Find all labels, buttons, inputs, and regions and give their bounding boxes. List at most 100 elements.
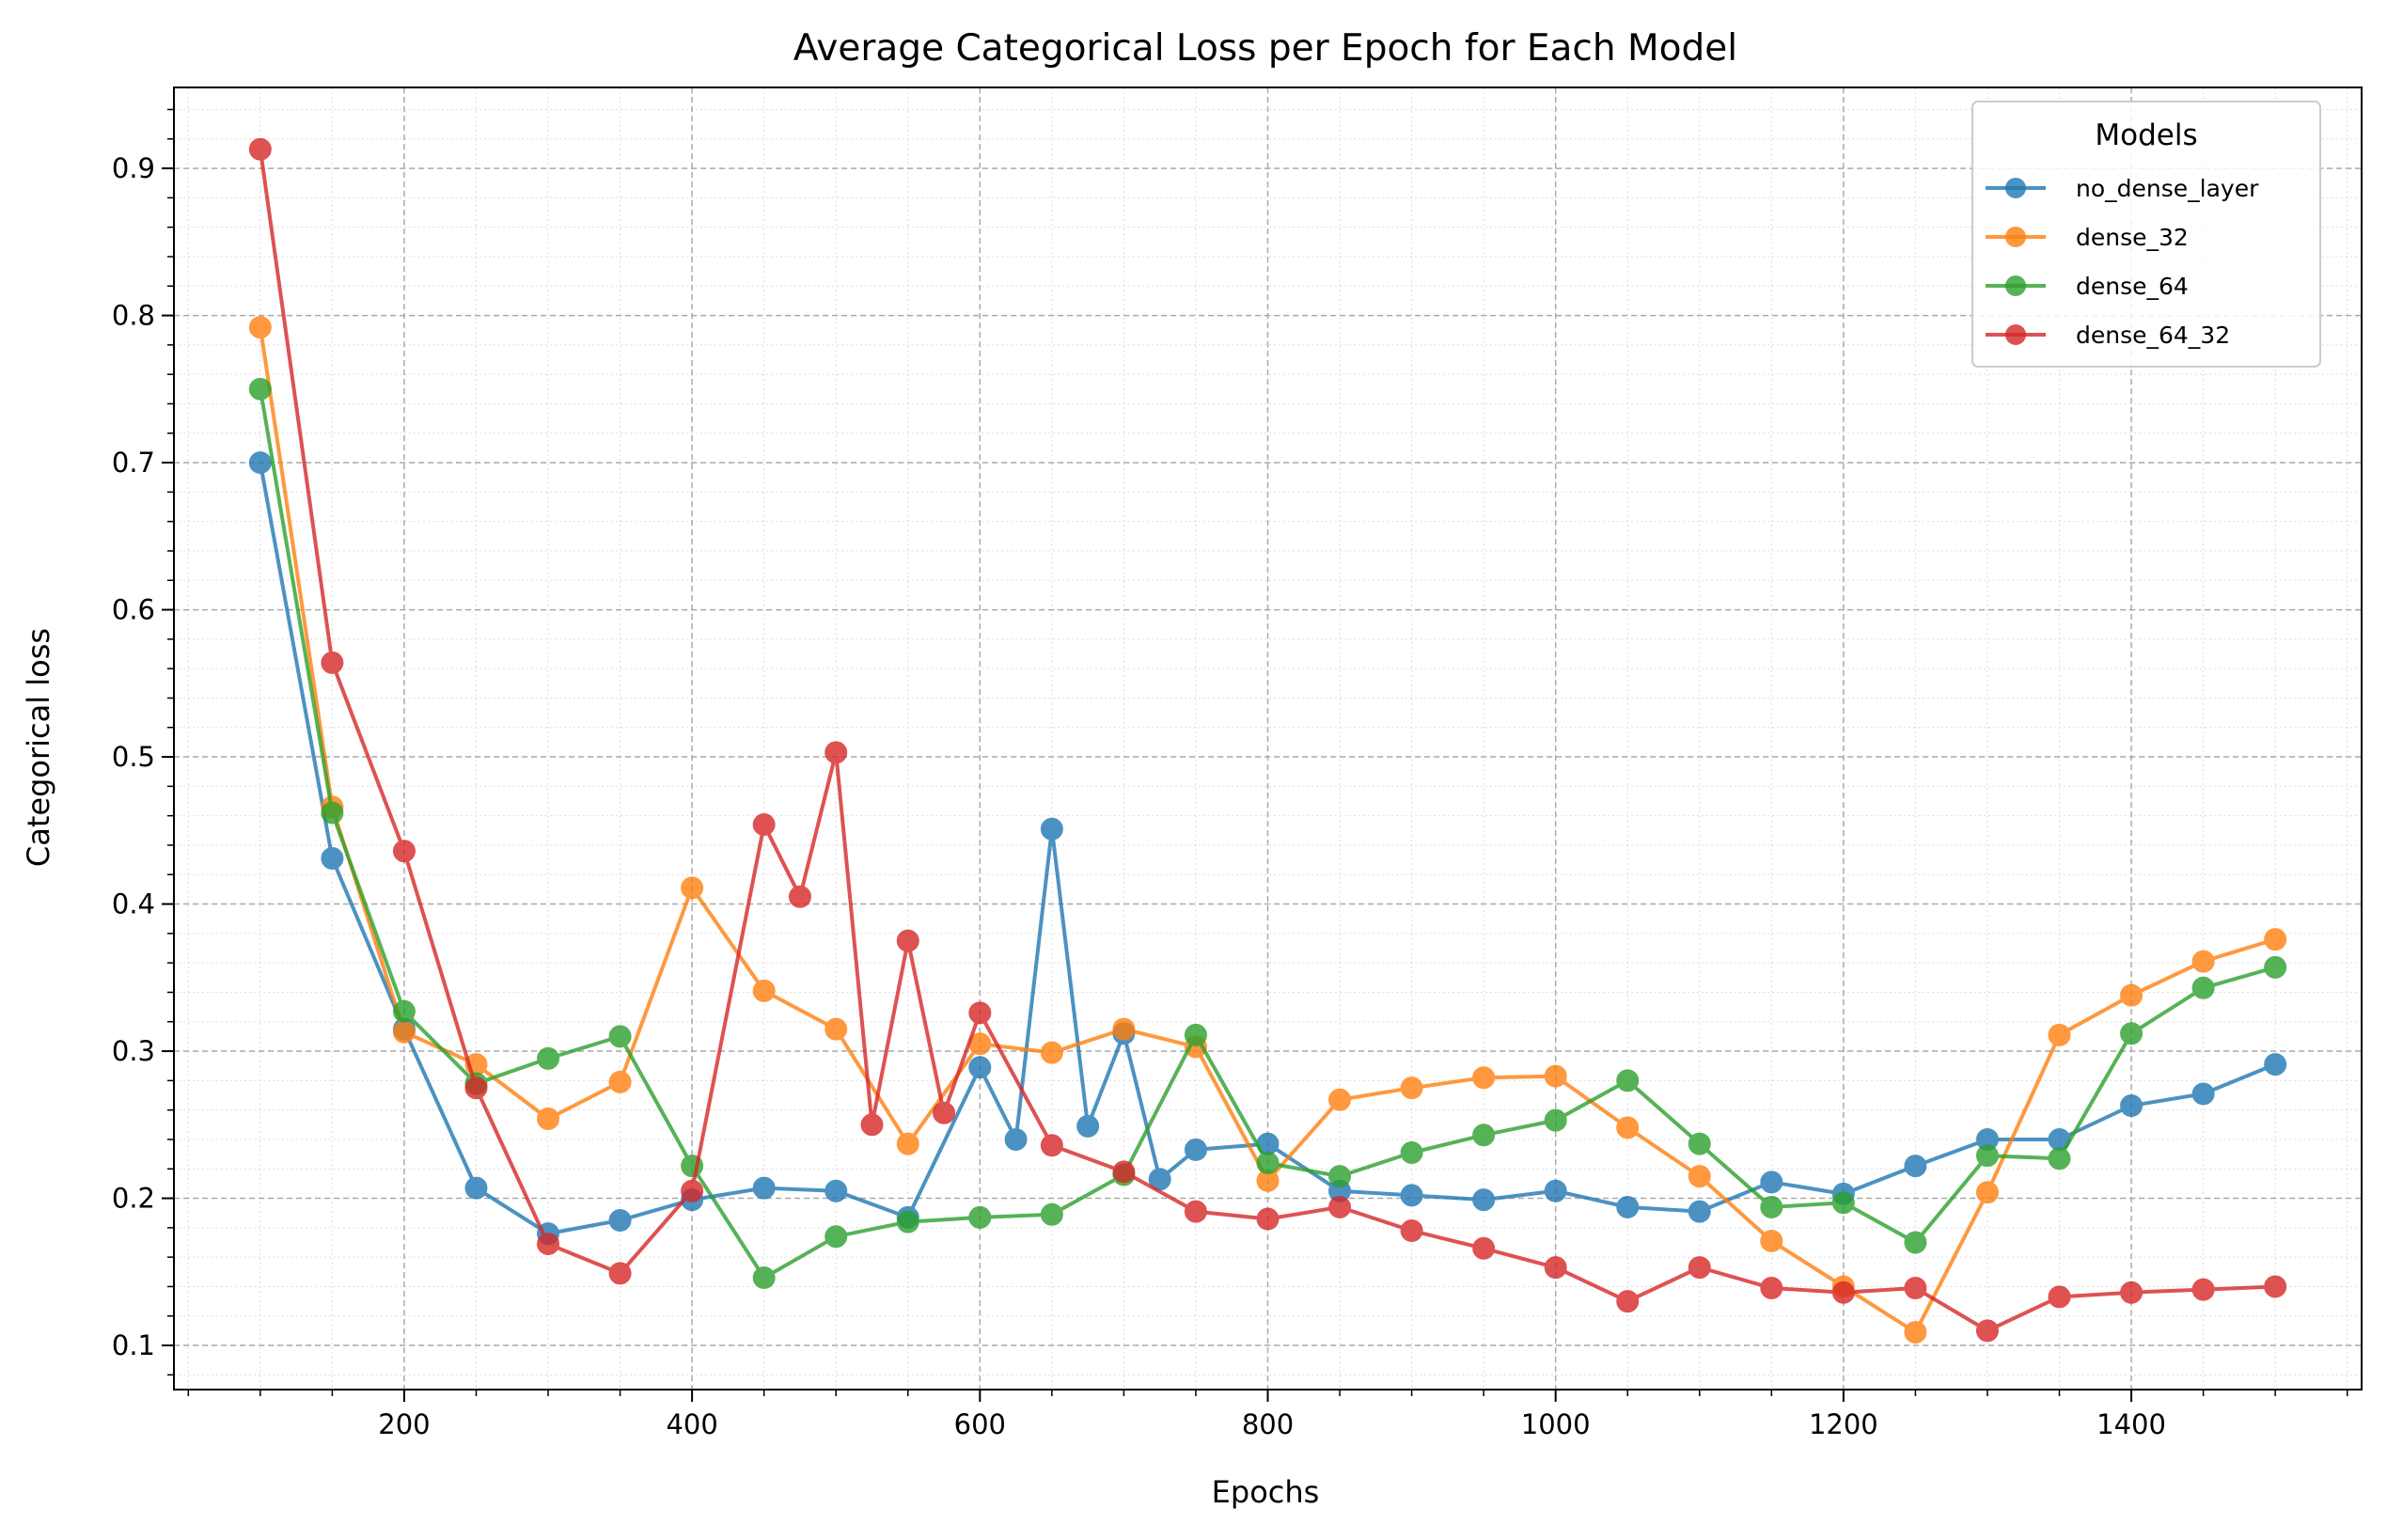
data-point-no_dense_layer xyxy=(824,1179,848,1202)
data-point-dense_32 xyxy=(896,1132,919,1155)
y-tick-label: 0.1 xyxy=(112,1329,155,1361)
x-axis-label: Epochs xyxy=(1212,1474,1320,1510)
data-point-dense_32 xyxy=(608,1070,632,1093)
data-point-dense_32 xyxy=(824,1017,848,1041)
data-point-dense_64 xyxy=(248,377,272,401)
series-layer xyxy=(248,137,2287,1344)
data-point-dense_64 xyxy=(1831,1191,1855,1215)
data-point-dense_64_32 xyxy=(788,885,811,908)
x-tick-label: 600 xyxy=(954,1408,1006,1440)
data-point-dense_64_32 xyxy=(681,1179,704,1202)
data-point-no_dense_layer xyxy=(1076,1114,1100,1138)
data-point-dense_32 xyxy=(1040,1041,1063,1064)
data-point-dense_32 xyxy=(1904,1320,1927,1344)
data-point-dense_64_32 xyxy=(1472,1236,1496,1260)
data-point-dense_64_32 xyxy=(464,1076,488,1100)
data-point-dense_64 xyxy=(392,999,416,1023)
data-point-no_dense_layer xyxy=(752,1176,776,1200)
data-point-dense_64 xyxy=(968,1205,992,1229)
data-point-no_dense_layer xyxy=(1904,1155,1927,1178)
data-point-no_dense_layer xyxy=(608,1209,632,1233)
data-point-no_dense_layer xyxy=(2120,1093,2144,1117)
data-point-no_dense_layer xyxy=(1616,1195,1640,1218)
legend-label: dense_32 xyxy=(2076,224,2189,251)
data-point-dense_32 xyxy=(2191,950,2215,973)
data-point-dense_64_32 xyxy=(2264,1275,2287,1298)
data-point-dense_32 xyxy=(2048,1023,2071,1046)
data-point-dense_64_32 xyxy=(896,929,919,952)
data-point-dense_64 xyxy=(1760,1195,1783,1218)
x-tick-label: 200 xyxy=(378,1408,430,1440)
data-point-dense_64 xyxy=(321,801,344,825)
data-point-dense_64_32 xyxy=(1760,1277,1783,1300)
data-point-dense_64 xyxy=(1616,1069,1640,1092)
y-tick-label: 0.9 xyxy=(112,152,155,184)
data-point-dense_64_32 xyxy=(824,741,848,764)
data-point-dense_64_32 xyxy=(752,813,776,837)
series-line-dense_64_32 xyxy=(258,149,2276,1333)
data-point-no_dense_layer xyxy=(1004,1127,1028,1151)
data-point-no_dense_layer xyxy=(464,1176,488,1200)
legend-swatch-marker xyxy=(2005,227,2026,247)
data-point-dense_64_32 xyxy=(1544,1256,1567,1280)
data-point-no_dense_layer xyxy=(968,1056,992,1079)
y-tick-label: 0.3 xyxy=(112,1035,155,1067)
data-point-no_dense_layer xyxy=(1184,1138,1207,1161)
series-dense_64_32 xyxy=(248,137,2287,1343)
data-point-dense_64_32 xyxy=(860,1113,884,1137)
legend-label: dense_64 xyxy=(2076,273,2189,300)
series-dense_32 xyxy=(248,316,2287,1344)
data-point-dense_32 xyxy=(752,979,776,1002)
data-point-dense_64_32 xyxy=(248,137,272,161)
data-point-dense_64_32 xyxy=(1112,1160,1136,1184)
y-tick-label: 0.2 xyxy=(112,1183,155,1215)
data-point-dense_64 xyxy=(1904,1231,1927,1254)
y-tick-label: 0.7 xyxy=(112,447,155,479)
data-point-dense_64 xyxy=(2264,955,2287,979)
x-tick-label: 400 xyxy=(666,1408,717,1440)
data-point-no_dense_layer xyxy=(1040,817,1063,841)
legend-title: Models xyxy=(2095,118,2197,152)
data-point-dense_32 xyxy=(1688,1165,1711,1188)
data-point-no_dense_layer xyxy=(1472,1188,1496,1212)
data-point-dense_64_32 xyxy=(2191,1278,2215,1301)
data-point-dense_64 xyxy=(1688,1132,1711,1155)
legend-entry-dense_64_32: dense_64_32 xyxy=(1986,322,2230,349)
data-point-dense_32 xyxy=(1400,1076,1423,1100)
data-point-dense_64 xyxy=(1184,1023,1207,1046)
data-point-dense_64 xyxy=(608,1025,632,1048)
data-point-dense_32 xyxy=(1112,1017,1136,1041)
data-point-dense_64_32 xyxy=(537,1233,560,1256)
data-point-dense_64_32 xyxy=(2048,1285,2071,1309)
data-point-dense_64_32 xyxy=(1184,1200,1207,1223)
data-point-no_dense_layer xyxy=(1688,1200,1711,1223)
data-point-dense_64_32 xyxy=(968,1001,992,1025)
data-point-dense_64_32 xyxy=(608,1262,632,1285)
legend-swatch-marker xyxy=(2005,324,2026,345)
data-point-dense_64_32 xyxy=(1256,1207,1280,1231)
y-tick-label: 0.4 xyxy=(112,888,155,920)
series-line-no_dense_layer xyxy=(258,462,2276,1236)
data-point-dense_64 xyxy=(1544,1108,1567,1132)
chart-title: Average Categorical Loss per Epoch for E… xyxy=(793,27,1737,70)
data-point-dense_32 xyxy=(248,316,272,339)
data-point-dense_64_32 xyxy=(933,1101,956,1124)
data-point-dense_32 xyxy=(1616,1116,1640,1139)
data-point-dense_64 xyxy=(2191,976,2215,999)
data-point-no_dense_layer xyxy=(1760,1171,1783,1194)
data-point-dense_64 xyxy=(537,1046,560,1070)
y-tick-label: 0.8 xyxy=(112,300,155,332)
data-point-dense_32 xyxy=(1544,1064,1567,1088)
x-tick-label: 1000 xyxy=(1521,1408,1591,1440)
data-point-dense_64_32 xyxy=(1688,1256,1711,1280)
data-point-dense_32 xyxy=(392,1020,416,1044)
x-tick-label: 1200 xyxy=(1809,1408,1878,1440)
data-point-dense_64 xyxy=(752,1266,776,1290)
legend-entry-dense_64: dense_64 xyxy=(1986,273,2189,300)
legend: Models no_dense_layer dense_32 dense_64den… xyxy=(1971,101,2321,368)
data-point-dense_32 xyxy=(2120,983,2144,1007)
data-point-dense_32 xyxy=(1328,1088,1352,1111)
data-point-dense_32 xyxy=(1472,1066,1496,1090)
data-point-dense_64 xyxy=(2120,1022,2144,1045)
